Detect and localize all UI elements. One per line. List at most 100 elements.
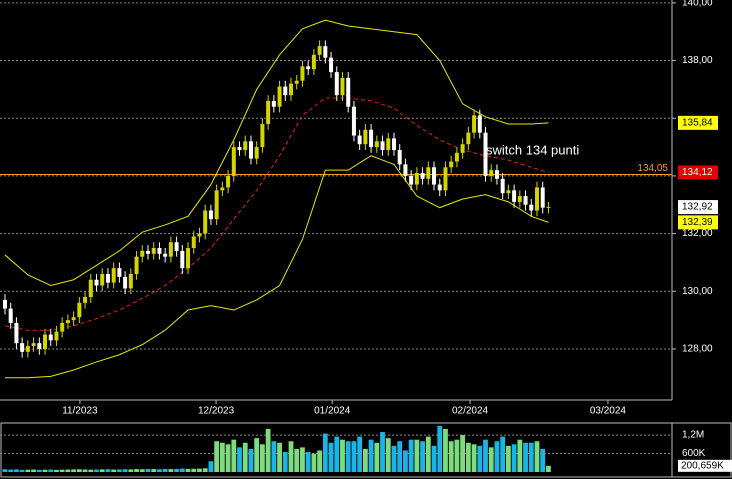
candle-body: [145, 250, 150, 254]
volume-bar: [197, 468, 202, 472]
candle-body: [60, 322, 65, 332]
candle-body: [174, 242, 179, 251]
candle-body: [489, 170, 494, 176]
candle-body: [323, 46, 328, 58]
candle-body: [271, 100, 276, 107]
candle-body: [311, 54, 316, 70]
y-tick-label: 138,00: [682, 55, 713, 66]
volume-bar: [139, 469, 145, 472]
volume-bar: [534, 441, 540, 472]
candle-body: [71, 317, 76, 321]
volume-bar: [157, 469, 162, 472]
volume-bar: [214, 441, 220, 472]
candle-body: [117, 268, 122, 277]
volume-bar: [31, 469, 36, 472]
x-tick-label: 01/2024: [314, 406, 351, 417]
candle-body: [409, 175, 414, 185]
volume-bar: [454, 439, 460, 472]
candle-body: [100, 273, 105, 286]
candle-body: [403, 164, 408, 176]
volume-bar: [237, 447, 242, 472]
candle-body: [203, 210, 208, 234]
y-tick-label: 1,2M: [682, 430, 704, 441]
volume-bar: [116, 469, 122, 472]
candle-body: [329, 57, 334, 73]
volume-bar: [448, 441, 454, 472]
volume-bar: [111, 469, 117, 472]
candle-body: [300, 66, 305, 81]
volume-bar: [488, 447, 494, 472]
candle-body: [168, 242, 173, 257]
x-tick-label: 11/2023: [62, 406, 98, 417]
volume-bar: [225, 444, 231, 472]
band-line: [4, 155, 549, 379]
candle-body: [48, 334, 53, 341]
candle-body: [294, 80, 299, 84]
volume-bar: [425, 436, 431, 472]
volume-bar: [517, 439, 523, 472]
candle-body: [454, 152, 459, 162]
candle-body: [208, 210, 213, 220]
volume-bar: [328, 442, 334, 472]
volume-bar: [511, 444, 517, 472]
volume-bar: [54, 469, 59, 472]
volume-bar: [523, 442, 528, 472]
price-marker-label: 132,92: [682, 202, 713, 213]
candle-body: [283, 86, 288, 96]
price-marker: [678, 165, 718, 180]
price-marker: [678, 115, 718, 130]
candle-body: [369, 129, 374, 148]
candle-body: [466, 132, 471, 145]
volume-bar: [254, 438, 260, 472]
volume-bar: [128, 469, 134, 472]
volume-bar: [162, 468, 168, 472]
volume-bar: [48, 469, 54, 472]
y-tick-label: 600K: [682, 448, 706, 459]
candle-body: [186, 248, 191, 269]
candle-body: [334, 72, 339, 96]
candle-body: [83, 297, 88, 303]
candle-body: [426, 167, 431, 179]
volume-bar: [59, 469, 65, 472]
volume-bar: [420, 441, 425, 472]
volume-bar: [351, 441, 357, 472]
volume-bar: [477, 445, 483, 472]
volume-bar: [42, 469, 48, 472]
volume-bar: [500, 436, 506, 472]
volume-bar: [460, 435, 466, 472]
volume-panel: [0, 422, 732, 478]
candle-body: [20, 343, 25, 352]
candle-body: [500, 178, 505, 194]
candle-body: [420, 173, 425, 179]
volume-bar: [265, 428, 271, 472]
candle-body: [506, 190, 511, 194]
y-tick-label: 132,00: [682, 228, 713, 239]
candle-body: [512, 190, 517, 202]
candle-body: [477, 115, 482, 133]
band-line: [4, 19, 549, 287]
volume-bar: [151, 469, 157, 472]
volume-bar: [408, 439, 414, 472]
volume-bar: [294, 448, 300, 472]
price-marker-label: 134,12: [682, 167, 713, 178]
candle-body: [340, 77, 345, 96]
volume-bar: [282, 452, 288, 472]
volume-bar: [14, 469, 19, 472]
volume-bar: [82, 469, 88, 472]
volume-bar: [71, 469, 77, 472]
candle-body: [374, 141, 379, 148]
candle-body: [157, 248, 162, 254]
volume-bar: [368, 439, 374, 472]
candle-body: [443, 167, 448, 191]
volume-bar: [322, 433, 328, 472]
volume-bar: [202, 468, 208, 472]
candle-body: [546, 207, 551, 209]
volume-bar: [391, 445, 397, 472]
candle-body: [517, 196, 522, 202]
volume-bar: [374, 442, 380, 472]
candle-body: [472, 115, 477, 133]
candle-body: [31, 343, 36, 347]
candle-body: [254, 147, 259, 159]
